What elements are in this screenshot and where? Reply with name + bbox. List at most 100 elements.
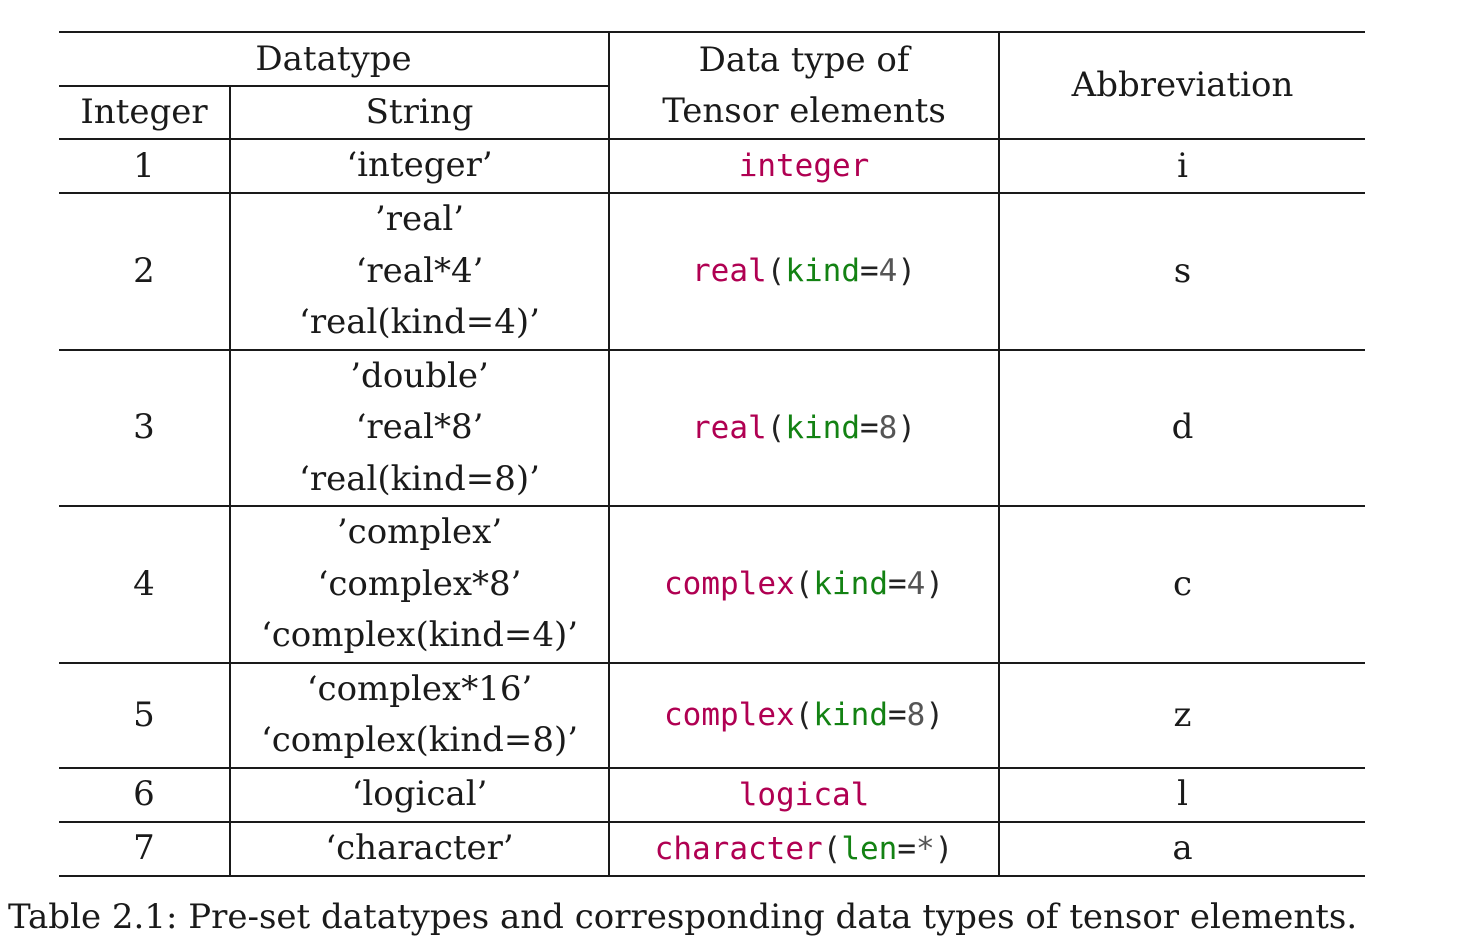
fortran-type-code: complex(kind=8)	[664, 697, 944, 733]
string-value: ‘logical’	[351, 773, 488, 814]
abbreviation-cell: d	[999, 349, 1366, 507]
integer-header: Integer	[59, 86, 231, 140]
string-cell: ‘character’	[230, 821, 611, 877]
open-paren: (	[794, 566, 814, 603]
close-paren: )	[897, 253, 917, 290]
type-keyword: logical	[738, 776, 870, 813]
type-keyword: complex	[664, 566, 795, 603]
fortran-type-code: real(kind=4)	[692, 253, 916, 289]
string-cell: ’real’ ‘real*4’ ‘real(kind=4)’	[230, 193, 611, 351]
fortran-type-code: complex(kind=4)	[664, 566, 944, 602]
type-keyword: real	[692, 253, 767, 290]
type-keyword: character	[654, 830, 823, 867]
header-row-2: Integer String	[59, 86, 1365, 140]
abbreviation-cell: s	[999, 193, 1366, 351]
type-argument: kind	[785, 253, 860, 290]
tensor-type-cell: character(len=*)	[609, 821, 1001, 877]
open-paren: (	[766, 253, 786, 290]
string-value: ‘complex*8’	[317, 563, 522, 604]
header-row-1: Datatype Data type of Tensor elements Ab…	[59, 31, 1366, 140]
string-value: ‘real*4’	[355, 250, 484, 291]
string-value: ‘real(kind=8)’	[299, 458, 540, 499]
type-value: 8	[906, 697, 926, 733]
close-paren: )	[925, 697, 945, 733]
tensor-type-cell: complex(kind=8)	[609, 662, 1001, 769]
type-keyword: complex	[664, 697, 795, 733]
type-argument: len	[841, 830, 898, 867]
string-value: ‘complex(kind=4)’	[260, 615, 579, 655]
table-body: 1 ‘integer’ integer i 2 ’real’ ‘real*4’ ‘real(k…	[59, 139, 1366, 877]
tensor-type-cell: complex(kind=4)	[609, 506, 1001, 664]
tensor-type-cell: real(kind=4)	[609, 193, 1001, 351]
type-value: 4	[906, 566, 926, 603]
equals-sign: =	[897, 830, 916, 867]
tensor-type-cell: integer	[609, 139, 1001, 194]
type-argument: kind	[785, 409, 860, 446]
tensor-type-cell: logical	[609, 767, 1001, 823]
open-paren: (	[794, 697, 814, 733]
table-row: 4 ’complex’ ‘complex*8’ ‘complex(kind=4)’ co…	[59, 506, 1366, 664]
tensor-type-header-line1: Data type of	[698, 39, 910, 80]
fortran-type-code: integer	[739, 148, 870, 184]
string-cell: ’double’ ‘real*8’ ‘real(kind=8)’	[230, 349, 611, 507]
type-argument: kind	[813, 697, 888, 733]
string-value: ‘real*8’	[355, 407, 484, 447]
fortran-type-code: real(kind=8)	[692, 410, 916, 446]
integer-cell: 7	[59, 821, 231, 877]
close-paren: )	[897, 409, 917, 446]
type-value: 4	[878, 253, 898, 290]
string-value: ‘character’	[325, 827, 514, 868]
table-row: 3 ’double’ ‘real*8’ ‘real(kind=8)’ real(kind…	[59, 349, 1366, 507]
integer-cell: 2	[59, 193, 231, 351]
datatype-header: Datatype	[59, 31, 611, 87]
type-value: *	[916, 830, 935, 867]
string-value: ‘integer’	[346, 145, 493, 186]
open-paren: (	[822, 830, 842, 867]
string-cell: ’complex’ ‘complex*8’ ‘complex(kind=4)’	[230, 506, 611, 664]
abbreviation-cell: i	[999, 139, 1366, 194]
string-header: String	[230, 86, 611, 140]
integer-cell: 6	[59, 767, 231, 823]
table-row: 2 ’real’ ‘real*4’ ‘real(kind=4)’ real(kind=4…	[59, 193, 1366, 351]
table-row: 1 ‘integer’ integer i	[59, 139, 1366, 194]
type-argument: kind	[813, 566, 888, 603]
close-paren: )	[934, 830, 954, 867]
abbreviation-header: Abbreviation	[999, 31, 1366, 140]
table-row: 6 ‘logical’ logical l	[59, 767, 1366, 823]
datatype-table: Datatype Data type of Tensor elements Ab…	[59, 31, 1366, 877]
integer-cell: 1	[59, 139, 231, 194]
string-value: ’complex’	[336, 512, 503, 552]
abbreviation-cell: l	[999, 767, 1366, 823]
fortran-type-code: character(len=*)	[655, 831, 954, 867]
string-value: ‘complex*16’	[306, 668, 533, 709]
string-value: ’real’	[374, 199, 465, 239]
tensor-type-header: Data type of Tensor elements	[609, 31, 1001, 140]
equals-sign: =	[860, 409, 879, 446]
equals-sign: =	[888, 697, 907, 733]
string-value: ’double’	[350, 355, 489, 396]
tensor-type-cell: real(kind=8)	[609, 349, 1001, 507]
table-row: 7 ‘character’ character(len=*) a	[59, 821, 1366, 877]
type-keyword: real	[692, 409, 767, 446]
string-value: ‘real(kind=4)’	[299, 302, 540, 342]
string-cell: ‘complex*16’ ‘complex(kind=8)’	[230, 662, 611, 769]
table-row: 5 ‘complex*16’ ‘complex(kind=8)’ complex(ki…	[59, 662, 1366, 769]
abbreviation-cell: a	[999, 821, 1366, 877]
table-caption: Table 2.1: Pre-set datatypes and corresp…	[8, 897, 1358, 937]
string-value: ‘complex(kind=8)’	[260, 720, 579, 760]
open-paren: (	[766, 409, 786, 446]
string-cell: ‘integer’	[230, 139, 611, 194]
tensor-type-header-line2: Tensor elements	[662, 90, 946, 131]
integer-cell: 5	[59, 662, 231, 769]
close-paren: )	[925, 566, 945, 603]
equals-sign: =	[860, 253, 879, 290]
abbreviation-cell: c	[999, 506, 1366, 664]
equals-sign: =	[888, 566, 907, 603]
fortran-type-code: logical	[739, 777, 870, 813]
abbreviation-cell: z	[999, 662, 1366, 769]
type-value: 8	[878, 409, 898, 446]
type-keyword: integer	[738, 148, 870, 184]
integer-cell: 3	[59, 349, 231, 507]
string-cell: ‘logical’	[230, 767, 611, 823]
integer-cell: 4	[59, 506, 231, 664]
